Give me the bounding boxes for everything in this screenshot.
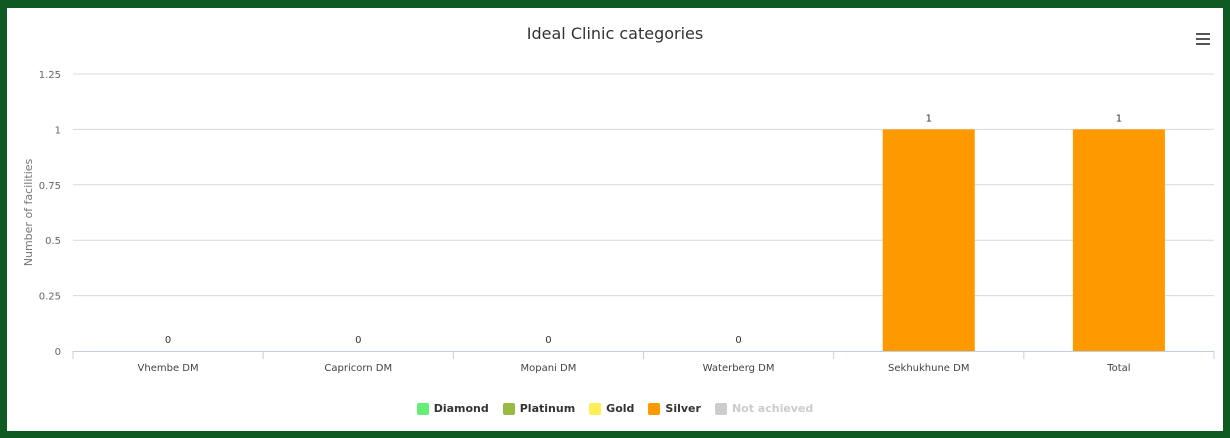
- y-axis-title: Number of facilities: [22, 158, 35, 266]
- legend-item-diamond[interactable]: Diamond: [416, 402, 489, 415]
- legend-item-silver[interactable]: Silver: [648, 402, 701, 415]
- legend-label: Silver: [665, 402, 701, 415]
- y-tick-label: 0: [55, 347, 61, 358]
- y-tick-label: 0.5: [45, 236, 61, 247]
- legend-swatch: [648, 402, 661, 415]
- bar-silver: [882, 129, 975, 351]
- y-tick-label: 1: [55, 125, 61, 136]
- x-tick-label: Total: [1106, 363, 1130, 374]
- y-tick-label: 0.75: [39, 181, 61, 192]
- legend-swatch: [589, 402, 602, 415]
- legend-label: Platinum: [519, 402, 576, 415]
- chart-title: Ideal Clinic categories: [526, 24, 704, 43]
- legend-label: Diamond: [433, 402, 489, 415]
- data-label: 0: [165, 335, 171, 346]
- y-tick-label: 0.25: [39, 292, 61, 303]
- bar-silver: [1072, 129, 1165, 351]
- data-label: 0: [545, 335, 551, 346]
- legend-swatch: [714, 402, 727, 415]
- legend-swatch: [502, 402, 515, 415]
- hamburger-menu-icon[interactable]: [1192, 30, 1214, 50]
- legend-item-platinum[interactable]: Platinum: [502, 402, 576, 415]
- x-tick-label: Sekhukhune DM: [888, 363, 969, 374]
- x-tick-label: Capricorn DM: [324, 363, 392, 374]
- y-tick-label: 1.25: [39, 70, 61, 81]
- data-label: 1: [926, 113, 932, 124]
- data-label: 0: [355, 335, 361, 346]
- legend-swatch: [416, 402, 429, 415]
- data-label: 1: [1116, 113, 1122, 124]
- data-label: 0: [735, 335, 741, 346]
- x-tick-label: Vhembe DM: [138, 363, 199, 374]
- x-tick-label: Mopani DM: [520, 363, 576, 374]
- legend-item-not-achieved[interactable]: Not achieved: [714, 402, 814, 415]
- chart-legend: Diamond Platinum Gold Silver Not achieved: [0, 402, 1230, 415]
- x-tick-label: Waterberg DM: [703, 363, 775, 374]
- legend-item-gold[interactable]: Gold: [589, 402, 634, 415]
- legend-label: Gold: [606, 402, 635, 415]
- legend-label: Not achieved: [731, 402, 814, 415]
